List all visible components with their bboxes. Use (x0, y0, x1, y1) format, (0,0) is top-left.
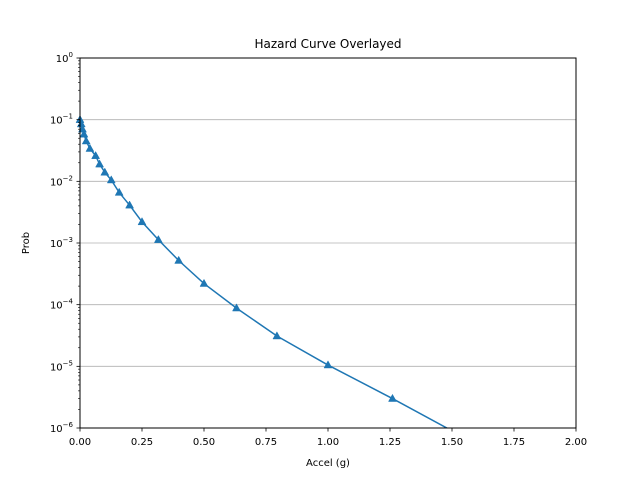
x-tick-label: 1.75 (503, 437, 525, 448)
x-tick-label: 1.00 (317, 437, 339, 448)
data-point-marker (232, 303, 241, 312)
data-point-marker (95, 159, 105, 168)
y-tick-label: 10−1 (50, 113, 73, 127)
x-tick-label: 1.50 (441, 437, 463, 448)
data-point-marker (114, 187, 124, 196)
x-tick-label: 0.00 (69, 437, 91, 448)
y-tick-label: 10−3 (50, 236, 73, 250)
y-tick-label: 10−2 (50, 174, 73, 188)
y-tick-label: 10−4 (50, 298, 74, 312)
y-tick-label: 10−6 (50, 421, 74, 435)
x-tick-label: 2.00 (565, 437, 587, 448)
data-point-marker (137, 217, 147, 226)
data-point-marker (388, 393, 397, 402)
y-axis-label: Prob (21, 232, 32, 254)
data-point-marker (100, 167, 110, 176)
series-line (80, 119, 449, 428)
y-tick-label: 10−5 (50, 359, 73, 373)
y-axis: 10−6 10−5 10−4 10−3 10−2 10−1 100 (50, 51, 80, 435)
data-point-marker (323, 360, 333, 369)
data-point-marker (85, 143, 95, 152)
data-point-marker (153, 235, 163, 243)
chart-title: Hazard Curve Overlayed (254, 37, 401, 51)
series-layer (75, 114, 449, 428)
data-point-marker (91, 151, 101, 159)
data-point-marker (272, 331, 282, 340)
x-tick-label: 0.25 (131, 437, 153, 448)
data-point-marker (199, 278, 209, 287)
data-point-marker (106, 175, 116, 184)
x-tick-label: 0.50 (193, 437, 215, 448)
x-axis-label: Accel (g) (306, 458, 350, 469)
grid-lines (80, 57, 576, 429)
x-axis: 0.00 0.25 0.50 0.75 1.00 1.25 1.50 1.75 2.00 (69, 428, 587, 448)
x-tick-label: 0.75 (255, 437, 277, 448)
y-tick-label: 100 (56, 51, 73, 65)
data-point-marker (125, 200, 135, 209)
data-point-marker (81, 136, 91, 145)
data-point-marker (79, 129, 89, 138)
data-point-marker (174, 255, 184, 264)
x-tick-label: 1.25 (379, 437, 401, 448)
